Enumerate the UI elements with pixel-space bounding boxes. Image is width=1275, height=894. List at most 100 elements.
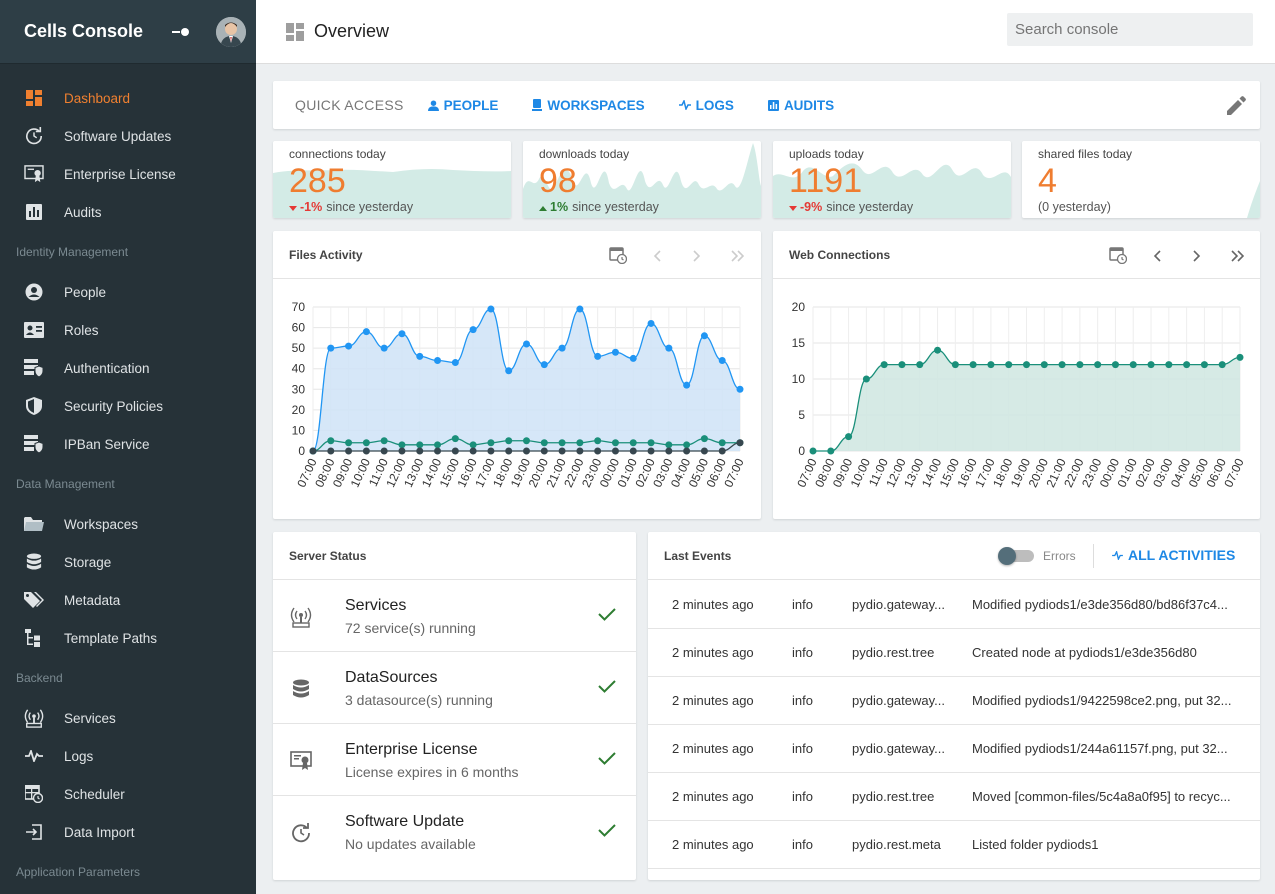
calendar-clock-icon[interactable] — [609, 246, 628, 269]
event-row[interactable]: 2 minutes ago info pydio.gateway... Modifie… — [648, 724, 1260, 772]
series-area — [813, 350, 1240, 451]
chevron-right-icon[interactable] — [693, 249, 701, 267]
data-point — [1005, 361, 1013, 369]
sidebar-item-people[interactable]: People — [0, 273, 256, 311]
data-point — [576, 305, 584, 313]
status-name: Services — [345, 597, 407, 614]
last-events-panel: Last Events Errors ALL ACTIVITIES 2 minu… — [648, 532, 1260, 880]
logs-icon — [24, 746, 44, 766]
storage-icon — [24, 552, 44, 572]
y-tick-label: 0 — [798, 444, 805, 458]
page-title: Overview — [314, 21, 390, 41]
data-point — [898, 361, 906, 369]
roles-icon — [24, 320, 44, 340]
divider — [773, 278, 1260, 279]
stat-change-pct: -9% — [800, 200, 823, 214]
sidebar-item-label: Template Paths — [64, 630, 158, 646]
status-name: Enterprise License — [345, 741, 478, 758]
chevron-right-icon[interactable] — [1193, 249, 1201, 267]
dashboard-icon — [286, 22, 304, 41]
chevron-left-icon[interactable] — [653, 249, 661, 267]
data-point — [451, 359, 459, 367]
data-point — [558, 447, 566, 455]
panel-title: Files Activity — [289, 248, 363, 262]
data-point — [505, 447, 513, 455]
y-tick-label: 10 — [292, 423, 306, 437]
data-point — [629, 439, 637, 447]
router-icon — [290, 606, 312, 628]
stat-label: downloads today — [539, 147, 630, 161]
sidebar-item-label: IPBan Service — [64, 436, 150, 452]
sidebar-item-workspaces[interactable]: Workspaces — [0, 505, 256, 543]
y-tick-label: 0 — [298, 444, 305, 458]
data-point — [398, 441, 406, 449]
sidebar-item-software-updates[interactable]: Software Updates — [0, 117, 256, 155]
toggle-label: Errors — [1043, 549, 1076, 563]
edit-pencil-icon[interactable] — [1227, 96, 1246, 120]
event-service: pydio.gateway... — [852, 693, 945, 708]
sidebar-item-storage[interactable]: Storage — [0, 543, 256, 581]
chevron-left-icon[interactable] — [1153, 249, 1161, 267]
event-row[interactable]: 2 minutes ago info pydio.gateway... Modifie… — [648, 676, 1260, 724]
sidebar-item-data-import[interactable]: Data Import — [0, 813, 256, 851]
security-policies-icon — [24, 396, 44, 416]
sidebar-item-services[interactable]: Services — [0, 699, 256, 737]
event-row[interactable]: 2 minutes ago info pydio.rest.meta Listed f… — [648, 820, 1260, 868]
search-input[interactable] — [1007, 13, 1253, 46]
sidebar-item-authentication[interactable]: Authentication — [0, 349, 256, 387]
sidebar-item-metadata[interactable]: Metadata — [0, 581, 256, 619]
sidebar-item-enterprise-license[interactable]: Enterprise License — [0, 155, 256, 193]
sidebar-item-label: Enterprise License — [64, 166, 176, 182]
errors-toggle[interactable] — [998, 545, 1036, 565]
data-point — [665, 447, 673, 455]
all-activities-button[interactable]: ALL ACTIVITIES — [1112, 547, 1235, 563]
sidebar-item-scheduler[interactable]: Scheduler — [0, 775, 256, 813]
data-point — [469, 326, 477, 334]
chevron-double-right-icon[interactable] — [1231, 249, 1245, 267]
chevron-double-right-icon[interactable] — [731, 249, 745, 267]
sidebar-item-audits[interactable]: Audits — [0, 193, 256, 231]
stat-label: shared files today — [1038, 147, 1133, 161]
calendar-clock-icon[interactable] — [1109, 246, 1128, 269]
data-point — [380, 344, 388, 352]
data-point — [718, 439, 726, 447]
sidebar-item-logs[interactable]: Logs — [0, 737, 256, 775]
event-message: Modified pydiods1/9422598ce2.png, put 32… — [972, 693, 1232, 708]
data-point — [594, 447, 602, 455]
chart-box-icon — [767, 99, 779, 111]
data-point — [809, 447, 817, 455]
event-row[interactable]: 2 minutes ago info pydio.rest.tree Created … — [648, 628, 1260, 676]
quick-link-people[interactable]: PEOPLE — [427, 98, 498, 113]
sidebar-item-roles[interactable]: Roles — [0, 311, 256, 349]
quick-link-logs[interactable]: LOGS — [678, 97, 734, 113]
sidebar-item-dashboard[interactable]: Dashboard — [0, 79, 256, 117]
ipban-service-icon — [24, 434, 44, 454]
y-tick-label: 5 — [798, 408, 805, 422]
data-point — [736, 439, 744, 447]
data-point — [1023, 361, 1030, 369]
stat-label: uploads today — [789, 147, 864, 161]
sidebar-item-template-paths[interactable]: Template Paths — [0, 619, 256, 657]
quick-link-label: LOGS — [695, 97, 734, 113]
status-item-datasources[interactable]: DataSources 3 datasource(s) running — [273, 651, 636, 723]
status-name: Software Update — [345, 813, 465, 830]
status-item-software-update[interactable]: Software Update No updates available — [273, 795, 636, 867]
sidebar-item-security-policies[interactable]: Security Policies — [0, 387, 256, 425]
y-tick-label: 40 — [292, 362, 306, 376]
sidebar-toggle-icon[interactable] — [172, 22, 202, 42]
event-row[interactable]: 2 minutes ago info pydio.gateway... Modifie… — [648, 580, 1260, 628]
sidebar-item-label: People — [64, 284, 107, 300]
sidebar-item-ipban-service[interactable]: IPBan Service — [0, 425, 256, 463]
y-tick-label: 20 — [792, 300, 806, 314]
data-point — [934, 346, 942, 354]
data-point — [558, 344, 566, 352]
divider — [273, 651, 636, 652]
avatar[interactable] — [216, 16, 246, 47]
quick-link-audits[interactable]: AUDITS — [767, 98, 834, 113]
status-item-enterprise-license[interactable]: Enterprise License License expires in 6 … — [273, 723, 636, 795]
event-time: 2 minutes ago — [672, 789, 754, 804]
data-point — [665, 441, 673, 449]
quick-link-workspaces[interactable]: WORKSPACES — [532, 98, 645, 113]
status-item-services[interactable]: Services 72 service(s) running — [273, 579, 636, 651]
event-row[interactable]: 2 minutes ago info pydio.rest.tree Moved [c… — [648, 772, 1260, 820]
